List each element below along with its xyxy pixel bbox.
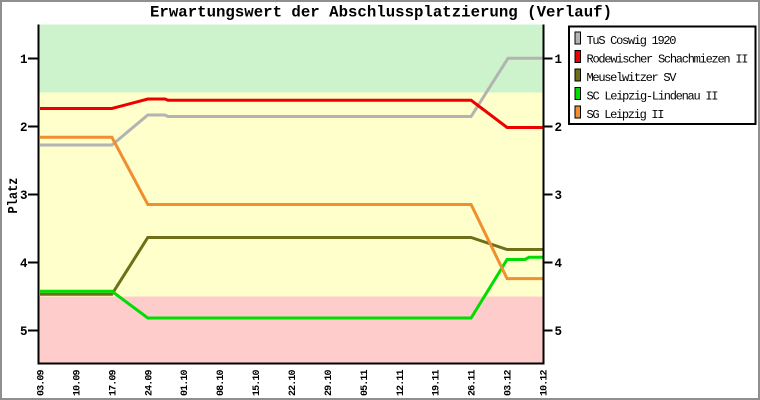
svg-text:29.10: 29.10: [324, 370, 335, 397]
svg-text:24.09: 24.09: [144, 370, 155, 397]
svg-text:Meuselwitzer SV: Meuselwitzer SV: [587, 71, 678, 85]
svg-text:12.11: 12.11: [396, 370, 407, 397]
svg-text:10.09: 10.09: [72, 370, 83, 397]
svg-text:05.11: 05.11: [360, 370, 371, 397]
svg-text:Erwartungswert der Abschlusspl: Erwartungswert der Abschlussplatzierung …: [150, 4, 612, 22]
svg-text:4: 4: [20, 257, 28, 271]
svg-text:15.10: 15.10: [252, 370, 263, 397]
svg-text:08.10: 08.10: [216, 370, 227, 397]
svg-text:03.09: 03.09: [37, 370, 48, 397]
svg-text:26.11: 26.11: [468, 370, 479, 397]
svg-text:01.10: 01.10: [180, 370, 191, 397]
svg-text:1: 1: [555, 53, 563, 67]
svg-text:1: 1: [20, 53, 28, 67]
svg-text:Platz: Platz: [6, 178, 22, 214]
svg-text:22.10: 22.10: [288, 370, 299, 397]
svg-text:SG Leipzig II: SG Leipzig II: [587, 108, 665, 122]
svg-text:10.12: 10.12: [540, 370, 551, 397]
svg-text:3: 3: [20, 189, 28, 203]
svg-text:17.09: 17.09: [108, 370, 119, 397]
svg-text:2: 2: [20, 121, 28, 135]
svg-text:TuS Coswig 1920: TuS Coswig 1920: [587, 34, 677, 48]
svg-text:03.12: 03.12: [504, 370, 515, 396]
svg-text:2: 2: [555, 121, 563, 135]
svg-text:5: 5: [555, 325, 563, 339]
svg-text:19.11: 19.11: [432, 370, 443, 397]
svg-text:Rodewischer Schachmiezen II: Rodewischer Schachmiezen II: [587, 53, 749, 67]
svg-text:4: 4: [555, 257, 563, 271]
svg-text:SC Leipzig-Lindenau II: SC Leipzig-Lindenau II: [587, 90, 719, 104]
svg-text:5: 5: [20, 325, 28, 339]
svg-text:3: 3: [555, 189, 563, 203]
